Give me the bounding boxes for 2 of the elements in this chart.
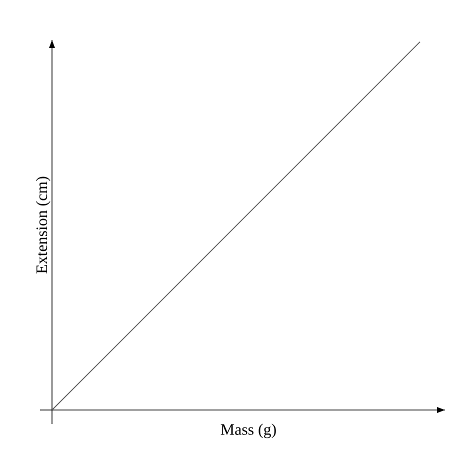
y-axis-title: Extension (cm)	[36, 176, 50, 274]
x-axis-title: Mass (g)	[220, 424, 276, 438]
